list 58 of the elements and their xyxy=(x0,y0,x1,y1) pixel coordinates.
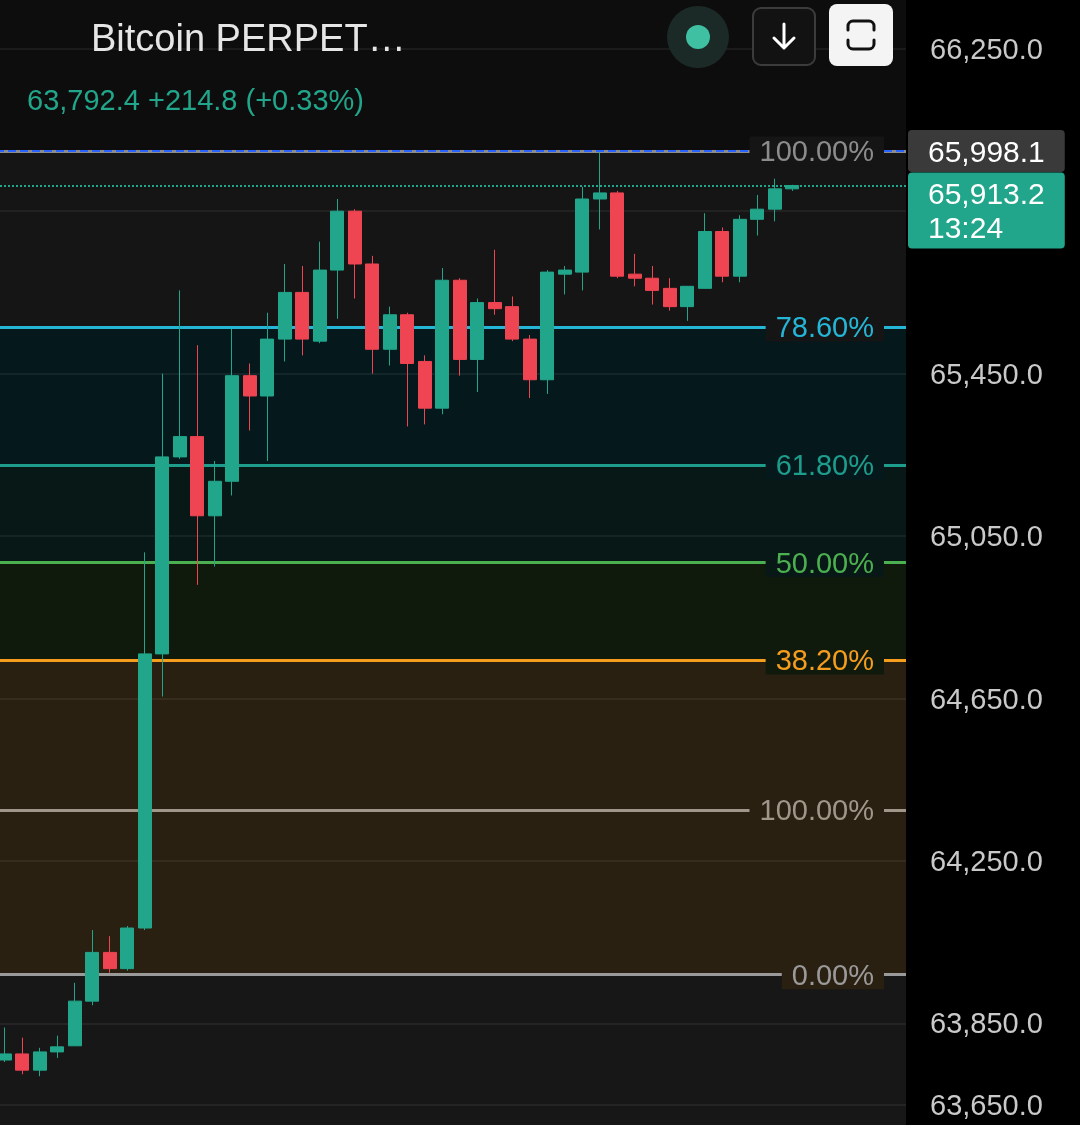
candlestick xyxy=(558,265,572,295)
candlestick xyxy=(190,344,204,586)
candlestick xyxy=(610,190,624,279)
candlestick xyxy=(663,277,677,312)
candlestick xyxy=(295,265,309,356)
candlestick xyxy=(173,289,187,460)
candlestick xyxy=(523,334,537,399)
annotation: 0.00% xyxy=(791,958,874,991)
candlestick xyxy=(348,208,362,300)
y-tick-label: 64,250.0 xyxy=(930,845,1043,878)
candlestick xyxy=(15,1037,29,1075)
candlestick xyxy=(505,295,519,342)
candlestick xyxy=(400,312,414,427)
ref-line-label: 65,998.1 xyxy=(928,134,1045,168)
candlestick xyxy=(138,551,152,931)
y-tick-label: 65,450.0 xyxy=(930,357,1043,390)
annotation: 100.00% xyxy=(759,794,874,827)
candlestick xyxy=(278,263,292,362)
candlestick xyxy=(330,198,344,320)
candlestick xyxy=(0,1027,12,1063)
candlestick xyxy=(435,267,449,415)
candlestick xyxy=(260,312,274,462)
candlestick xyxy=(698,212,712,289)
candlestick xyxy=(488,249,502,316)
annotation: 50.00% xyxy=(775,546,874,579)
annotation: 78.60% xyxy=(775,310,874,343)
candlestick xyxy=(365,255,379,375)
candlestick xyxy=(575,186,589,291)
candlestick xyxy=(628,253,642,287)
candlestick xyxy=(68,982,82,1047)
candlestick xyxy=(50,1035,64,1059)
y-tick-label: 65,050.0 xyxy=(930,520,1043,553)
y-tick-label: 63,650.0 xyxy=(930,1088,1043,1121)
candlestick xyxy=(383,306,397,367)
ref-line-label: 65,913.2 13:24 xyxy=(928,177,1045,245)
candlestick xyxy=(750,194,764,237)
y-tick-label: 64,650.0 xyxy=(930,682,1043,715)
candlestick xyxy=(418,354,432,425)
candlestick xyxy=(715,226,729,283)
candlestick xyxy=(33,1047,47,1077)
candlestick xyxy=(453,277,467,377)
candlestick xyxy=(313,241,327,344)
candlestick xyxy=(120,925,134,972)
candlestick xyxy=(103,935,117,974)
candlestick xyxy=(645,265,659,306)
candlestick xyxy=(470,298,484,393)
y-tick-label: 63,850.0 xyxy=(930,1007,1043,1040)
chart-title: Bitcoin PERPET… xyxy=(91,17,406,59)
text: 63,792.4 +214.8 (+0.33%) xyxy=(27,83,364,116)
candlestick xyxy=(85,929,99,1006)
candlestick xyxy=(733,214,747,283)
annotation: 61.80% xyxy=(775,449,874,482)
annotation: 38.20% xyxy=(775,643,874,676)
candlestick xyxy=(540,269,554,395)
annotation: 100.00% xyxy=(759,135,874,168)
candlestick xyxy=(680,285,694,322)
y-tick-label: 66,250.0 xyxy=(930,32,1043,65)
candlestick xyxy=(243,362,257,432)
